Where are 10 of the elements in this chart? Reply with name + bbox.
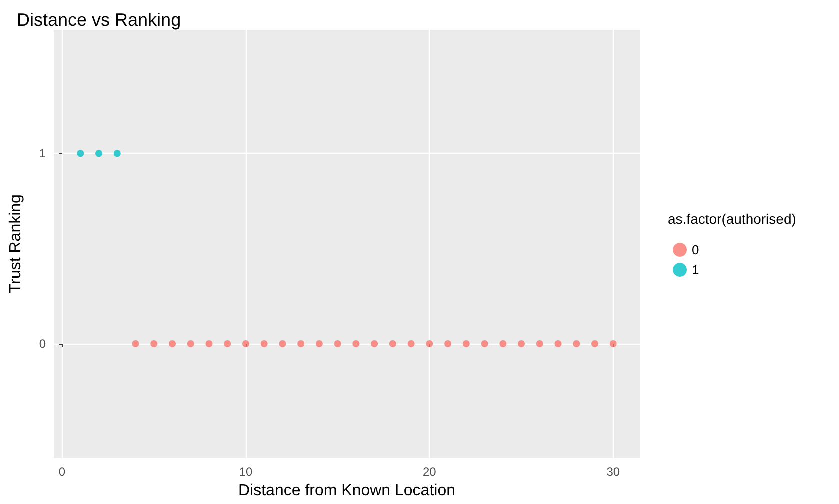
y-axis-title: Trust Ranking: [8, 194, 24, 294]
x-tick-label: 20: [422, 465, 437, 480]
legend-label: 0: [692, 242, 700, 258]
legend-title: as.factor(authorised): [668, 211, 796, 227]
x-tick-label: 10: [239, 465, 253, 480]
x-tick-label: 30: [606, 465, 620, 480]
chart-title: Distance vs Ranking: [17, 10, 182, 30]
x-tick-label: 0: [58, 465, 66, 480]
legend-label: 1: [692, 262, 700, 278]
x-axis-title: Distance from Known Location: [238, 482, 456, 500]
